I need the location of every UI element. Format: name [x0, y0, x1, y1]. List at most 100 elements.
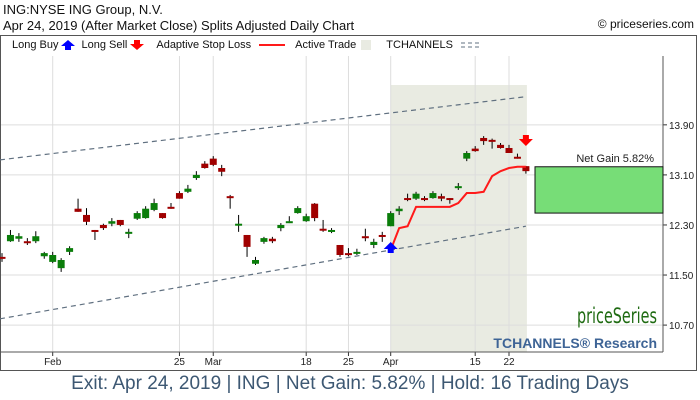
candle-body: [437, 196, 445, 199]
candle-body: [125, 231, 133, 234]
candle: [150, 198, 158, 212]
legend-stop-loss: Adaptive Stop Loss: [156, 38, 295, 52]
chart-title: ING:NYSE ING Group, N.V.: [3, 2, 163, 17]
candle-body: [311, 203, 319, 219]
long-buy-arrow-icon: [383, 241, 398, 253]
candle-body: [294, 208, 302, 214]
candle: [243, 234, 251, 257]
candle-body: [319, 228, 327, 231]
trade-summary: Exit: Apr 24, 2019 | ING | Net Gain: 5.8…: [71, 373, 629, 394]
red-line-icon: [259, 44, 286, 46]
red-down-arrow-icon: [130, 40, 145, 50]
candle: [429, 191, 437, 199]
candle: [235, 214, 243, 232]
legend-long-sell: Long Sell: [81, 38, 156, 52]
candle-body: [361, 236, 369, 239]
dashed-line-icon: [460, 42, 481, 48]
x-tick-label: 22: [503, 357, 515, 368]
candle: [167, 203, 175, 209]
legend: Long Buy Long Sell Adaptive Stop Loss Ac…: [12, 38, 481, 52]
legend-long-buy: Long Buy: [12, 38, 81, 52]
candle-body: [429, 193, 437, 199]
candle: [159, 213, 167, 219]
y-tick-label: 11.50: [669, 271, 694, 282]
candle: [446, 198, 454, 204]
candle-body: [99, 224, 107, 229]
candle: [74, 198, 82, 212]
candle-body: [446, 198, 454, 201]
candle: [480, 136, 488, 145]
candle: [294, 206, 302, 214]
blue-up-arrow-icon: [61, 40, 76, 50]
x-tick-label: Feb: [44, 357, 62, 368]
candle-body: [226, 196, 234, 199]
candle: [40, 251, 48, 259]
candle: [370, 238, 378, 249]
candle: [404, 193, 412, 202]
candle-body: [463, 152, 471, 159]
candle: [277, 223, 285, 232]
brand-logo: priceSeries: [577, 304, 657, 328]
candle: [328, 228, 336, 234]
candle-body: [184, 188, 192, 192]
candle-body: [218, 168, 226, 172]
candle: [6, 229, 14, 242]
active-trade-region: [390, 85, 527, 352]
candle-body: [285, 221, 293, 224]
candle-body: [150, 203, 158, 210]
candle-body: [201, 163, 209, 169]
candle: [125, 228, 133, 239]
candle-body: [6, 234, 14, 242]
candle: [201, 161, 209, 169]
channel-lower-line: [0, 225, 527, 320]
chart-frame: [0, 35, 697, 371]
candle: [378, 231, 386, 242]
candle: [116, 219, 124, 227]
candle: [133, 211, 141, 220]
y-tick-label: 13.90: [669, 121, 694, 132]
candle-body: [488, 139, 496, 142]
adaptive-stop-loss-line: [389, 165, 526, 251]
candle-body: [344, 253, 352, 256]
candle-body: [74, 208, 82, 212]
candle: [142, 206, 150, 219]
candle: [66, 246, 74, 256]
y-tick-label: 12.30: [669, 221, 694, 232]
candle: [192, 171, 200, 180]
candle: [99, 223, 107, 230]
candle-body: [23, 241, 31, 244]
candle-body: [497, 144, 505, 148]
candle-body: [328, 229, 336, 232]
candle-body: [480, 137, 488, 142]
candle: [513, 153, 521, 159]
candle-body: [454, 186, 462, 189]
candle-body: [192, 174, 200, 179]
candle: [268, 236, 276, 244]
candle: [437, 193, 445, 202]
candle-body: [0, 256, 6, 259]
candle-body: [370, 241, 378, 245]
candle-body: [116, 219, 124, 225]
candle-body: [133, 213, 141, 219]
candle-body: [277, 224, 285, 229]
candle-body: [395, 208, 403, 212]
candle: [226, 194, 234, 209]
candle: [463, 151, 471, 162]
candle: [175, 191, 183, 199]
x-tick-label: 18: [301, 357, 313, 368]
candle-body: [235, 223, 243, 226]
legend-tchannels: TCHANNELS: [386, 38, 481, 52]
candle-body: [387, 213, 395, 227]
candle-body: [66, 248, 74, 252]
candle-body: [108, 221, 116, 224]
candle: [344, 248, 352, 257]
candle: [23, 238, 31, 245]
candle: [361, 228, 369, 242]
brand-subtitle: TCHANNELS® Research: [493, 335, 657, 351]
net-gain-label: Net Gain 5.82%: [576, 153, 654, 165]
x-tick-label: Apr: [383, 357, 399, 368]
candle: [336, 244, 344, 257]
candle: [83, 208, 90, 225]
candle-body: [159, 213, 167, 219]
